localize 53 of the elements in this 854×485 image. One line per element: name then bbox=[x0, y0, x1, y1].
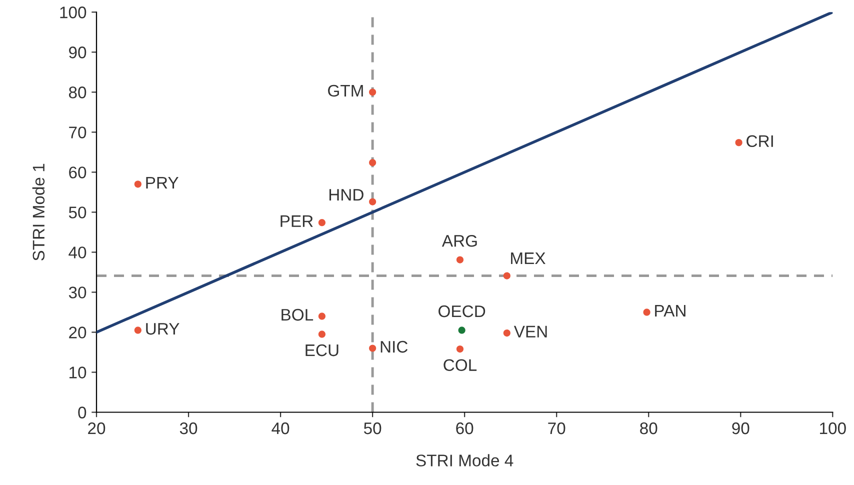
annotation: PER bbox=[280, 215, 313, 227]
y-tick-label: 60 bbox=[69, 166, 86, 178]
annotation: HND bbox=[329, 189, 364, 201]
y-tick-label: 100 bbox=[60, 6, 86, 18]
annotation: GTM bbox=[328, 84, 363, 97]
x-tick-label: 30 bbox=[180, 422, 198, 434]
point bbox=[456, 256, 464, 264]
y-tick-label: 0 bbox=[78, 406, 86, 418]
annotation: URY bbox=[146, 323, 180, 335]
annotation: MEX bbox=[511, 252, 546, 264]
point bbox=[369, 344, 376, 352]
x-tick-label: 70 bbox=[548, 422, 566, 434]
point bbox=[318, 312, 326, 320]
point bbox=[456, 345, 464, 353]
point bbox=[318, 219, 326, 226]
annotation: PRY bbox=[146, 177, 178, 188]
x-tick-label: 90 bbox=[732, 422, 750, 434]
point bbox=[458, 326, 466, 334]
x-tick-label: 50 bbox=[364, 422, 382, 434]
x-tick-label: 100 bbox=[820, 422, 846, 434]
x-tick-label: 80 bbox=[640, 422, 658, 434]
point bbox=[318, 330, 326, 338]
x-tick-label: 40 bbox=[272, 422, 290, 434]
point bbox=[503, 329, 510, 337]
annotation: COL bbox=[444, 359, 477, 371]
annotation: VEN bbox=[514, 326, 547, 338]
point bbox=[369, 159, 376, 166]
annotation: BOL bbox=[282, 308, 314, 321]
x-tick-label: 20 bbox=[88, 422, 106, 434]
y-tick-label: 20 bbox=[69, 326, 86, 338]
annotation: CRI bbox=[746, 135, 773, 148]
y-tick-label: 10 bbox=[70, 366, 86, 378]
annotation: PAN bbox=[655, 305, 686, 317]
x-axis-title: STRI Mode 4 bbox=[416, 454, 514, 466]
y-tick-label: 30 bbox=[68, 286, 86, 298]
point bbox=[134, 326, 142, 334]
y-tick-label: 40 bbox=[68, 246, 86, 258]
point bbox=[643, 308, 650, 316]
point bbox=[503, 272, 510, 280]
annotation: NIC bbox=[380, 340, 408, 353]
point bbox=[134, 180, 142, 188]
x-tick-label: 60 bbox=[456, 422, 474, 434]
y-tick-label: 50 bbox=[68, 206, 86, 218]
y-tick-label: 80 bbox=[68, 86, 86, 98]
y-tick-label: 70 bbox=[69, 126, 86, 138]
y-tick-label: 90 bbox=[69, 46, 86, 58]
annotation: OECD bbox=[438, 305, 486, 318]
annotation: ECU bbox=[306, 344, 338, 356]
point bbox=[369, 198, 376, 206]
point bbox=[735, 139, 742, 146]
annotation: ARG bbox=[442, 234, 477, 247]
point bbox=[369, 88, 376, 96]
y-axis-title: STRI Mode 1 bbox=[32, 164, 45, 261]
